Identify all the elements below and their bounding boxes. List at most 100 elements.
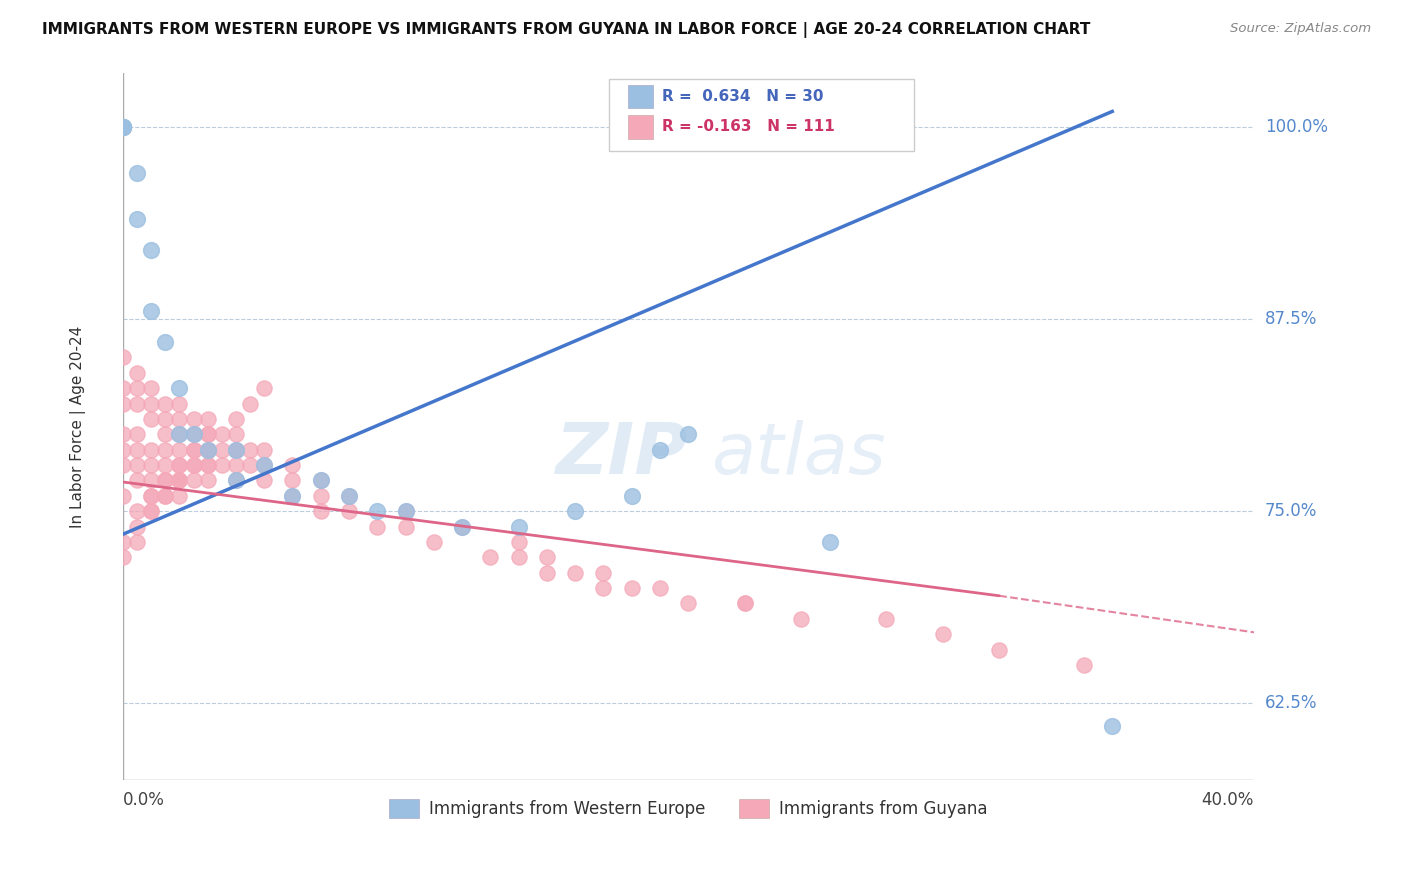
Point <box>281 489 304 503</box>
Point <box>111 381 134 395</box>
Point <box>125 519 148 533</box>
Point <box>139 489 162 503</box>
Point <box>139 396 162 410</box>
Point <box>111 427 134 442</box>
Point <box>111 442 134 457</box>
Point <box>309 474 332 488</box>
Point <box>281 489 304 503</box>
Point <box>592 581 614 595</box>
Point <box>111 351 134 365</box>
Point <box>197 458 219 472</box>
Point <box>197 474 219 488</box>
Point <box>125 474 148 488</box>
Point <box>1101 719 1123 733</box>
Point <box>139 504 162 518</box>
Text: IMMIGRANTS FROM WESTERN EUROPE VS IMMIGRANTS FROM GUYANA IN LABOR FORCE | AGE 20: IMMIGRANTS FROM WESTERN EUROPE VS IMMIGR… <box>42 22 1091 38</box>
Point <box>479 550 502 565</box>
Point <box>211 458 233 472</box>
FancyBboxPatch shape <box>628 85 654 108</box>
Point <box>508 535 530 549</box>
Point <box>111 396 134 410</box>
Text: 100.0%: 100.0% <box>1265 118 1327 136</box>
Point <box>125 166 148 180</box>
Point <box>931 627 953 641</box>
Point <box>281 474 304 488</box>
Point <box>225 442 247 457</box>
Point <box>125 535 148 549</box>
FancyBboxPatch shape <box>609 78 914 151</box>
Point <box>253 442 276 457</box>
Point <box>155 334 177 349</box>
Point <box>197 427 219 442</box>
Text: Source: ZipAtlas.com: Source: ZipAtlas.com <box>1230 22 1371 36</box>
Point <box>423 535 446 549</box>
Point <box>366 519 388 533</box>
Point <box>790 612 813 626</box>
Point <box>183 442 205 457</box>
Point <box>111 120 134 134</box>
Point <box>139 489 162 503</box>
Point <box>183 474 205 488</box>
Point <box>734 597 756 611</box>
Point <box>155 474 177 488</box>
Point <box>169 489 191 503</box>
Point <box>564 504 586 518</box>
Point <box>169 427 191 442</box>
Point <box>337 489 360 503</box>
Point <box>337 489 360 503</box>
Point <box>592 566 614 580</box>
Point <box>125 396 148 410</box>
Point <box>139 474 162 488</box>
Point <box>155 489 177 503</box>
Point <box>183 458 205 472</box>
Point <box>197 458 219 472</box>
Point <box>155 396 177 410</box>
Point <box>169 381 191 395</box>
Point <box>564 566 586 580</box>
Point <box>253 458 276 472</box>
FancyBboxPatch shape <box>628 115 654 139</box>
Point <box>508 550 530 565</box>
Point <box>875 612 897 626</box>
Point <box>988 642 1011 657</box>
Point <box>169 474 191 488</box>
Point <box>197 442 219 457</box>
Point <box>183 427 205 442</box>
Point <box>309 504 332 518</box>
Point <box>253 474 276 488</box>
Point <box>139 243 162 257</box>
Point <box>309 489 332 503</box>
Point <box>125 427 148 442</box>
Point <box>225 442 247 457</box>
Point <box>818 535 841 549</box>
Point <box>155 412 177 426</box>
Point <box>155 489 177 503</box>
Point <box>197 442 219 457</box>
Point <box>197 442 219 457</box>
Point <box>169 427 191 442</box>
Point <box>197 442 219 457</box>
Point <box>337 504 360 518</box>
Point <box>155 474 177 488</box>
Point <box>139 412 162 426</box>
Point <box>197 412 219 426</box>
Point <box>125 458 148 472</box>
Point <box>225 442 247 457</box>
Point <box>111 535 134 549</box>
Point <box>139 504 162 518</box>
Point <box>508 519 530 533</box>
Point <box>253 381 276 395</box>
Point <box>125 366 148 380</box>
Point <box>676 597 699 611</box>
Point <box>211 442 233 457</box>
Point <box>536 566 558 580</box>
Point <box>225 412 247 426</box>
Point <box>111 120 134 134</box>
Point <box>239 458 262 472</box>
Point <box>676 427 699 442</box>
Point <box>155 442 177 457</box>
Point <box>620 581 643 595</box>
Point <box>239 396 262 410</box>
Point <box>366 504 388 518</box>
Point <box>169 442 191 457</box>
